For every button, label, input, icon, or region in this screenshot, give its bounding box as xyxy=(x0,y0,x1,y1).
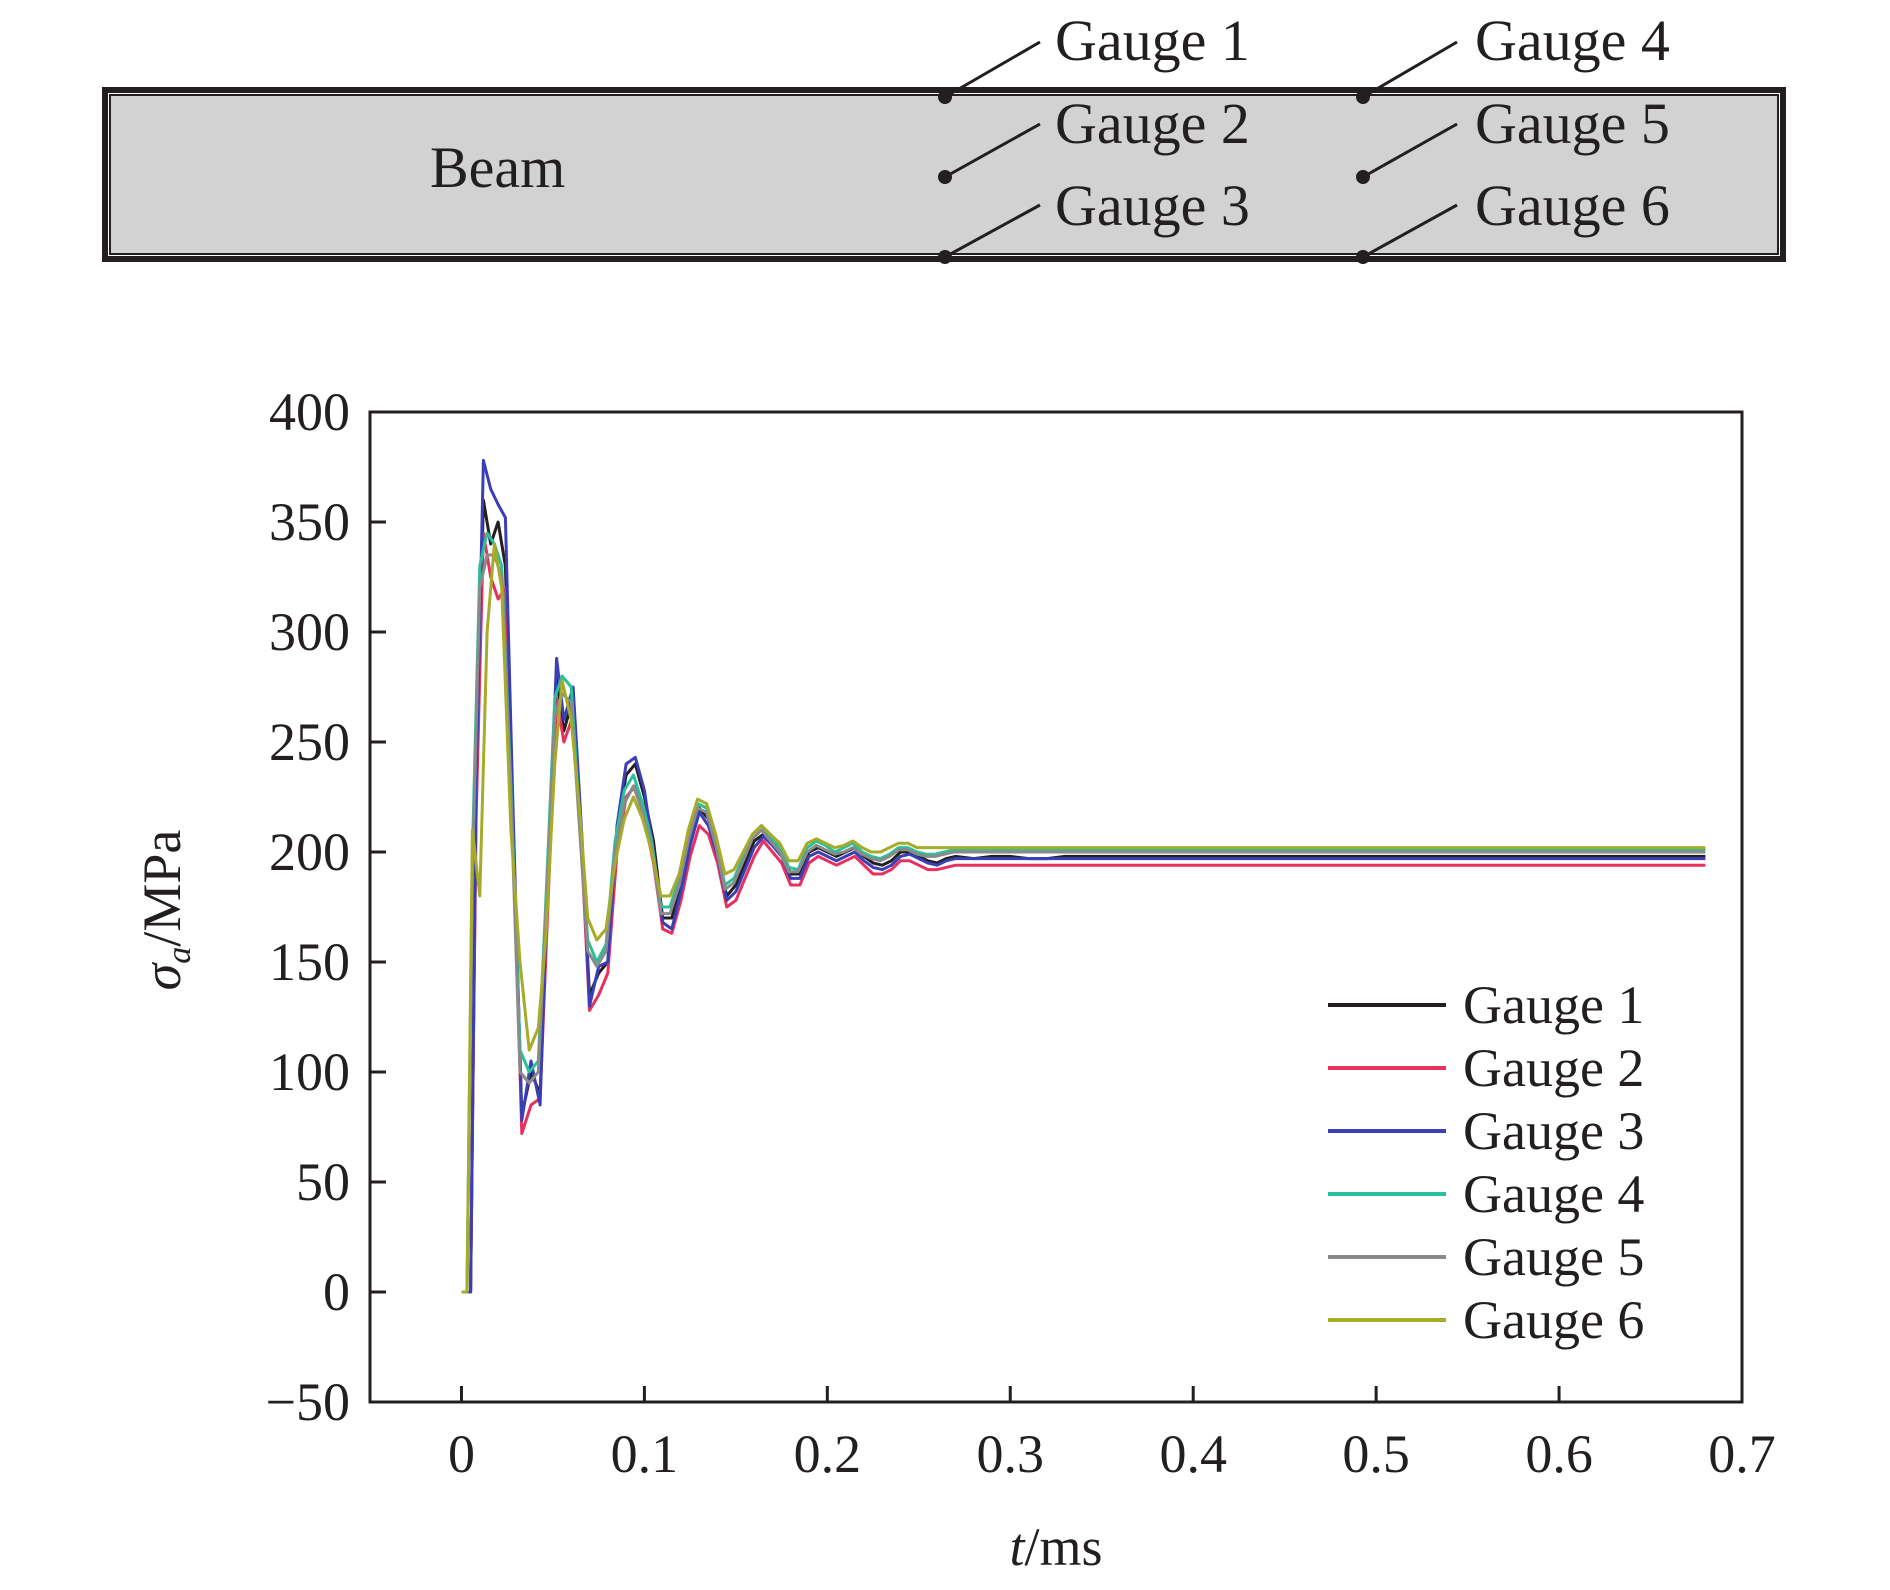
x-ticks: 0 0.1 0.2 0.3 0.4 0.5 0.6 0.7 xyxy=(448,1386,1776,1484)
gauge-4-label: Gauge 4 xyxy=(1475,8,1670,73)
gauge-3-label: Gauge 3 xyxy=(1055,173,1250,238)
gauge-5-label: Gauge 5 xyxy=(1475,91,1670,156)
x-tick-label: 0.3 xyxy=(977,1424,1045,1484)
x-tick-label: 0.7 xyxy=(1708,1424,1776,1484)
chart: 0 0.1 0.2 0.3 0.4 0.5 0.6 0.7 −50 0 50 100 150 200 25… xyxy=(132,382,1776,1577)
series-layer xyxy=(461,458,1706,1294)
y-tick-label: −50 xyxy=(266,1372,350,1432)
x-tick-label: 0.2 xyxy=(794,1424,862,1484)
x-tick-label: 0 xyxy=(448,1424,475,1484)
gauge-1-label: Gauge 1 xyxy=(1055,8,1250,73)
y-tick-label: 100 xyxy=(269,1042,350,1102)
y-ticks: −50 0 50 100 150 200 250 300 350 400 xyxy=(266,382,386,1432)
x-axis-label-symbol: t xyxy=(1009,1517,1026,1577)
x-axis-label-unit: /ms xyxy=(1024,1517,1102,1577)
plot-frame xyxy=(368,410,1744,1404)
y-tick-label: 150 xyxy=(269,932,350,992)
y-axis-label-subscript: a xyxy=(161,947,198,964)
x-tick-label: 0.5 xyxy=(1342,1424,1410,1484)
y-axis-label-unit: /MPa xyxy=(132,830,192,947)
legend-label-gauge-4: Gauge 4 xyxy=(1463,1164,1644,1224)
y-axis-label-symbol: σ xyxy=(132,961,192,990)
gauge-2-label: Gauge 2 xyxy=(1055,91,1250,156)
gauge-3-marker xyxy=(938,203,1041,264)
gauge-5-marker xyxy=(1356,122,1458,184)
gauge-6-label: Gauge 6 xyxy=(1475,173,1670,238)
y-tick-label: 0 xyxy=(323,1262,350,1322)
y-tick-label: 350 xyxy=(269,492,350,552)
x-tick-label: 0.6 xyxy=(1525,1424,1593,1484)
legend-label-gauge-5: Gauge 5 xyxy=(1463,1227,1644,1287)
x-tick-label: 0.1 xyxy=(611,1424,679,1484)
gauge-1-marker xyxy=(938,40,1041,104)
legend-label-gauge-3: Gauge 3 xyxy=(1463,1101,1644,1161)
gauge-4-marker xyxy=(1356,40,1458,104)
y-axis-label: σa/MPa xyxy=(132,830,198,991)
gauge-2-marker xyxy=(938,122,1041,184)
legend-label-gauge-2: Gauge 2 xyxy=(1463,1038,1644,1098)
beam-label: Beam xyxy=(430,135,565,200)
legend-label-gauge-1: Gauge 1 xyxy=(1463,975,1644,1035)
x-tick-label: 0.4 xyxy=(1159,1424,1227,1484)
y-tick-label: 400 xyxy=(269,382,350,442)
y-tick-label: 200 xyxy=(269,822,350,882)
gauge-6-marker xyxy=(1356,203,1458,264)
y-tick-label: 50 xyxy=(296,1152,350,1212)
series-line-gauge-6 xyxy=(461,542,1706,1294)
legend-label-gauge-6: Gauge 6 xyxy=(1463,1290,1644,1350)
x-axis-label: t/ms xyxy=(1009,1517,1102,1577)
y-tick-label: 250 xyxy=(269,712,350,772)
y-tick-label: 300 xyxy=(269,602,350,662)
beam-diagram: Beam Gauge 1 Gauge 2 Gauge 3 Gaug xyxy=(102,8,1786,264)
